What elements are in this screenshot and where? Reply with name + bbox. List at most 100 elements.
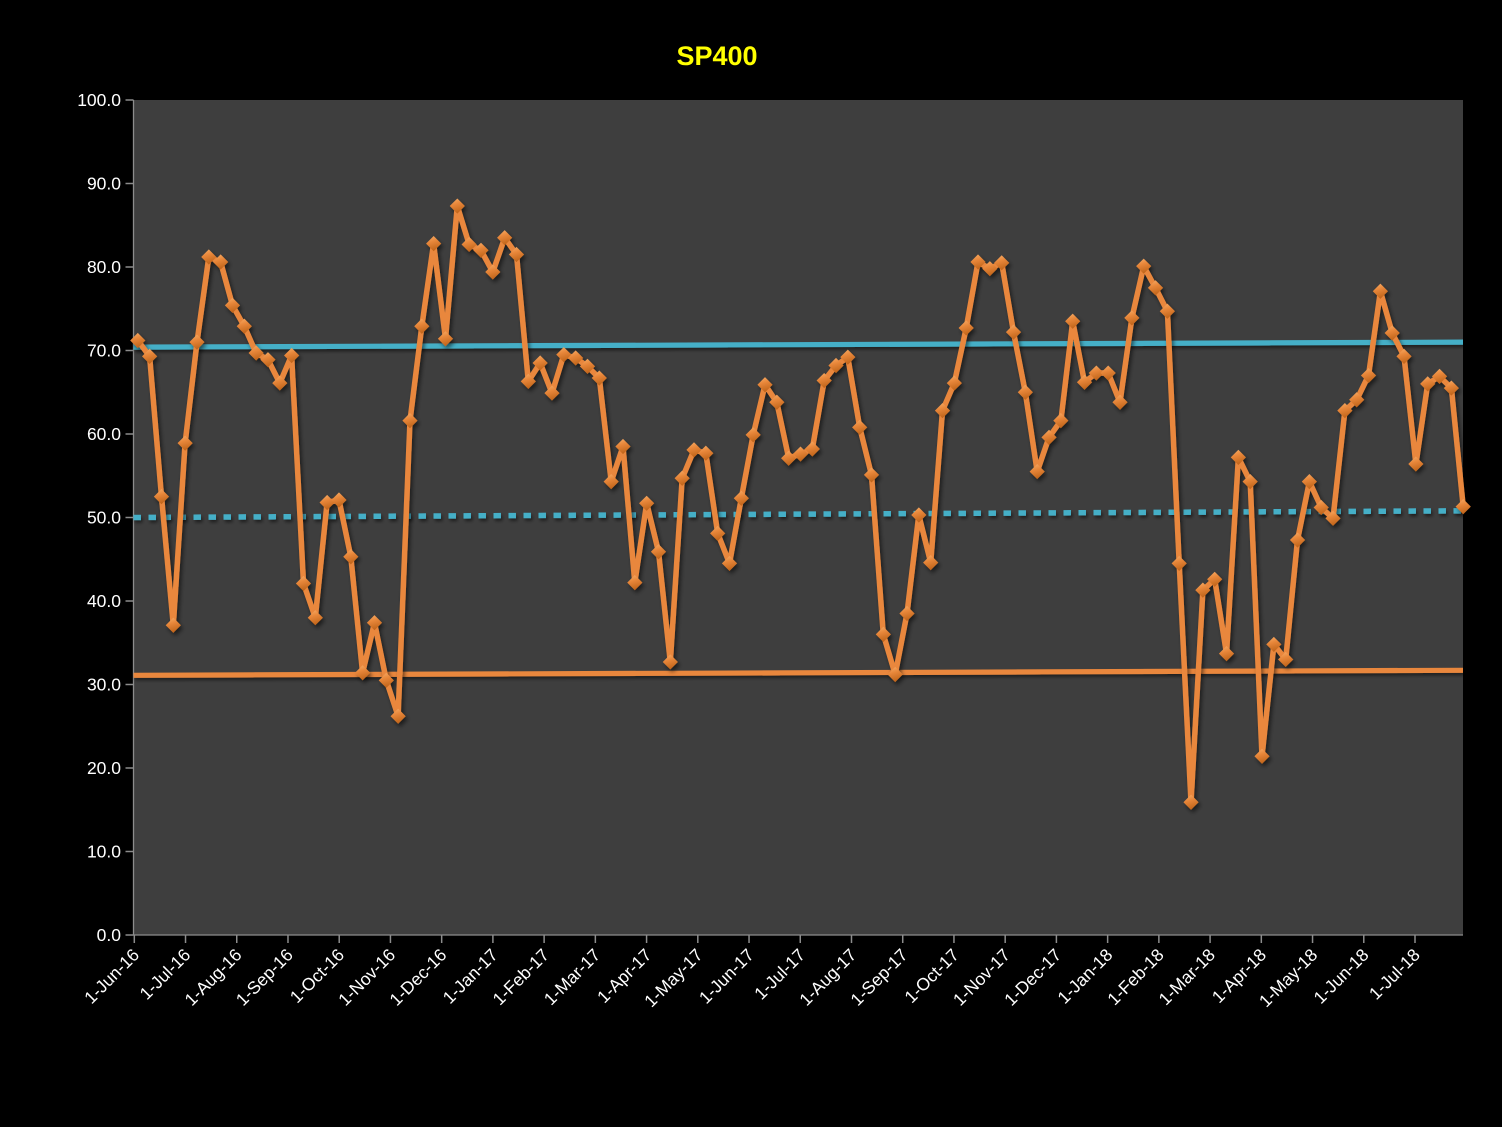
data-point-marker — [236, 318, 252, 334]
data-point-marker — [189, 334, 205, 350]
data-point-marker — [1159, 303, 1175, 319]
data-point-marker — [556, 347, 572, 363]
data-point-marker — [769, 394, 785, 410]
y-tick-label: 90.0 — [87, 174, 121, 194]
data-point-marker — [875, 626, 891, 642]
data-point-marker — [863, 467, 880, 483]
y-tick-label: 50.0 — [87, 508, 121, 528]
data-point-marker — [1100, 365, 1116, 381]
data-point-marker — [970, 254, 986, 270]
data-point-marker — [260, 352, 276, 368]
x-tick-label: 1-Jul-18 — [1365, 945, 1424, 1004]
data-point-marker — [1396, 348, 1412, 364]
data-point-marker — [366, 615, 383, 631]
data-point-marker — [343, 549, 359, 565]
data-point-marker — [1360, 367, 1377, 384]
data-point-marker — [1088, 365, 1104, 381]
data-point-marker — [1325, 510, 1341, 526]
y-tick-label: 0.0 — [97, 925, 122, 945]
series-sp400 — [130, 198, 1471, 810]
data-point-marker — [1266, 636, 1282, 653]
data-point-marker — [840, 349, 856, 365]
data-point-marker — [130, 332, 146, 349]
data-point-marker — [603, 473, 619, 490]
data-point-marker — [508, 246, 525, 263]
data-point-marker — [378, 672, 394, 688]
data-point-marker — [615, 438, 631, 455]
y-tick-label: 10.0 — [87, 842, 121, 862]
y-tick-label: 30.0 — [87, 675, 121, 695]
data-point-marker — [1147, 280, 1164, 296]
data-point-marker — [899, 605, 915, 622]
x-tick-label: 1-Dec-16 — [385, 945, 450, 1010]
data-point-marker — [473, 242, 489, 258]
data-point-marker — [402, 413, 418, 429]
data-point-marker — [142, 348, 158, 364]
data-point-marker — [745, 427, 761, 443]
data-point-marker — [804, 441, 820, 457]
data-point-marker — [994, 255, 1010, 271]
data-point-marker — [982, 261, 998, 277]
data-point-marker — [650, 544, 667, 560]
plot-area — [133, 100, 1463, 935]
data-point-marker — [1041, 429, 1057, 445]
x-tick-label: 1-Jun-16 — [80, 945, 143, 1008]
data-point-marker — [1337, 403, 1353, 419]
upper-band-line — [133, 339, 1464, 350]
data-point-marker — [426, 236, 442, 252]
data-point-marker — [307, 610, 323, 626]
data-point-marker — [1183, 794, 1199, 810]
data-point-marker — [497, 230, 513, 246]
data-point-marker — [1443, 380, 1459, 396]
x-axis: 1-Jun-161-Jul-161-Aug-161-Sep-161-Oct-16… — [80, 935, 1424, 1011]
data-point-marker — [1372, 283, 1388, 299]
data-point-marker — [1053, 413, 1069, 429]
data-point-marker — [662, 654, 678, 670]
data-point-marker — [934, 403, 951, 419]
data-point-marker — [1242, 473, 1258, 490]
data-point-marker — [733, 490, 749, 506]
data-point-marker — [331, 492, 347, 508]
data-point-marker — [520, 373, 536, 389]
data-point-marker — [923, 554, 939, 571]
data-point-marker — [627, 575, 643, 591]
data-point-marker — [224, 297, 241, 314]
chart-title: SP400 — [676, 41, 758, 71]
data-point-marker — [1076, 374, 1093, 390]
data-point-marker — [698, 445, 714, 461]
data-point-marker — [1384, 325, 1400, 341]
data-point-marker — [781, 450, 797, 466]
data-point-marker — [1313, 499, 1329, 516]
data-point-marker — [1005, 324, 1022, 340]
data-point-marker — [579, 358, 596, 374]
data-point-marker — [686, 442, 702, 458]
x-tick-label: 1-Mar-17 — [540, 945, 604, 1009]
y-axis: 0.0 10.0 20.0 30.0 40.0 50.0 60.0 70.0 80.0 90.0 1… — [77, 90, 134, 945]
data-point-marker — [319, 494, 335, 511]
data-point-marker — [792, 446, 809, 462]
y-tick-label: 100.0 — [77, 90, 121, 110]
data-point-marker — [544, 385, 560, 401]
data-point-marker — [674, 470, 690, 486]
x-tick-label: 1-Mar-18 — [1155, 945, 1219, 1009]
mid-band-line — [133, 508, 1464, 521]
data-point-marker — [887, 666, 903, 683]
data-point-marker — [449, 198, 465, 214]
data-point-marker — [355, 665, 371, 681]
data-point-marker — [153, 489, 170, 505]
data-point-marker — [828, 357, 844, 374]
x-tick-label: 1-Jun-17 — [695, 945, 758, 1008]
data-point-marker — [284, 347, 300, 364]
data-point-marker — [1230, 449, 1246, 465]
y-tick-label: 60.0 — [87, 424, 121, 444]
data-point-marker — [295, 575, 312, 592]
data-point-marker — [1278, 651, 1294, 668]
y-tick-label: 70.0 — [87, 341, 121, 361]
y-tick-label: 20.0 — [87, 758, 121, 778]
data-point-marker — [201, 249, 217, 265]
y-tick-label: 80.0 — [87, 257, 121, 277]
data-point-marker — [958, 320, 974, 336]
data-point-marker — [485, 264, 501, 280]
data-point-marker — [248, 345, 264, 361]
